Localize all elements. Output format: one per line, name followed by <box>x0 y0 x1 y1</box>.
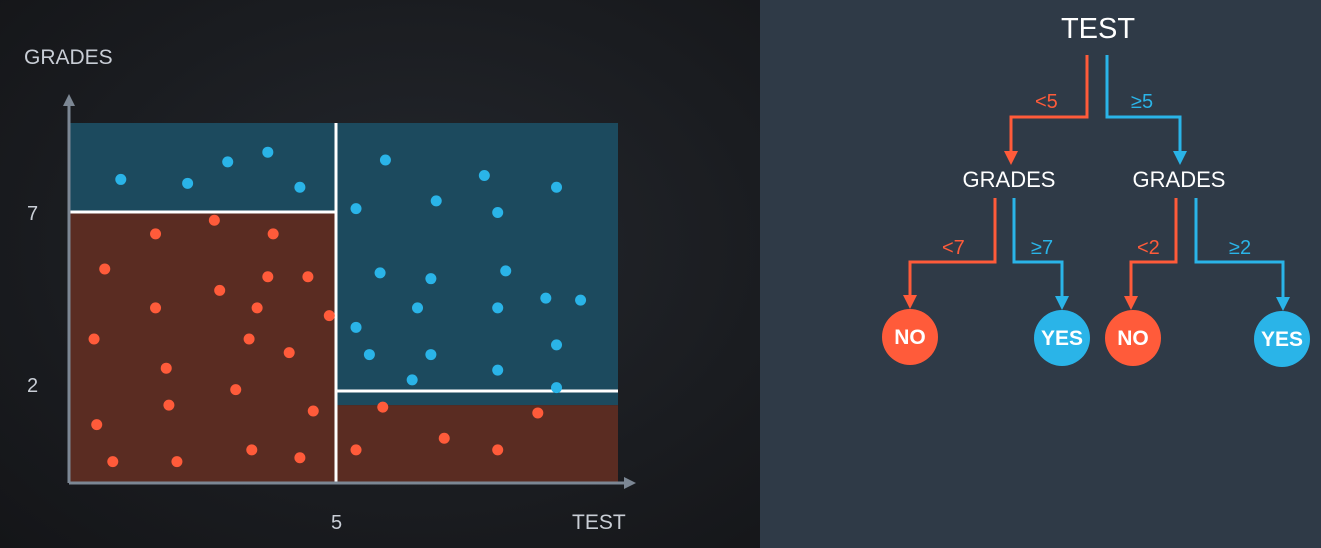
point-yes-12 <box>374 267 386 279</box>
point-yes-23 <box>492 364 504 376</box>
point-no-9 <box>251 302 263 314</box>
data-points <box>88 146 587 468</box>
point-no-12 <box>243 333 255 345</box>
leaf-no-1: NO <box>882 309 938 365</box>
tree-node-grades-left: GRADES <box>963 167 1056 192</box>
leaf-no-2-label: NO <box>1117 327 1149 350</box>
point-yes-18 <box>492 302 504 314</box>
point-no-24 <box>377 401 389 413</box>
point-no-27 <box>532 407 544 419</box>
point-yes-15 <box>540 292 552 304</box>
split-lines <box>70 123 618 483</box>
point-yes-7 <box>478 170 490 182</box>
y-tick-2: 2 <box>27 375 38 397</box>
point-yes-20 <box>363 349 375 361</box>
point-no-8 <box>150 302 162 314</box>
point-yes-13 <box>425 273 437 285</box>
point-yes-4 <box>262 146 274 158</box>
point-no-19 <box>107 456 119 468</box>
edge-label-ge2: ≥2 <box>1229 237 1251 259</box>
region-yes-3 <box>337 123 618 406</box>
decision-regions <box>70 123 618 483</box>
point-yes-2 <box>182 177 194 189</box>
tree-panel <box>760 0 1321 548</box>
edge-label-lt7: <7 <box>942 237 965 259</box>
point-no-16 <box>163 399 175 411</box>
y-tick-7: 7 <box>27 203 38 225</box>
point-no-1 <box>150 228 162 240</box>
region-no-1 <box>70 210 338 483</box>
edge-right-right <box>1194 198 1290 311</box>
point-yes-6 <box>379 154 391 166</box>
point-no-7 <box>214 284 226 296</box>
y-axis-label: GRADES <box>24 46 113 69</box>
point-no-17 <box>307 405 319 417</box>
leaf-no-2: NO <box>1105 310 1161 366</box>
edge-left-right <box>1012 198 1069 310</box>
edge-label-lt5: <5 <box>1035 91 1058 113</box>
point-yes-3 <box>222 156 234 168</box>
point-no-18 <box>91 419 103 431</box>
point-no-21 <box>246 444 258 456</box>
x-axis-label: TEST <box>572 511 626 534</box>
point-no-3 <box>267 228 279 240</box>
point-no-2 <box>208 214 220 226</box>
leaf-yes-2: YES <box>1254 311 1310 367</box>
edge-label-ge5: ≥5 <box>1131 91 1153 113</box>
point-no-25 <box>438 432 450 444</box>
tree-root: TEST <box>1061 13 1135 45</box>
point-yes-21 <box>425 349 437 361</box>
point-yes-10 <box>492 207 504 219</box>
x-tick-5: 5 <box>331 512 342 534</box>
point-no-23 <box>350 444 362 456</box>
point-no-5 <box>262 271 274 283</box>
point-no-10 <box>323 310 335 322</box>
edge-left-left <box>903 198 997 309</box>
edge-root-left <box>1004 55 1089 165</box>
edge-label-lt2: <2 <box>1137 237 1160 259</box>
point-no-15 <box>230 384 242 396</box>
point-yes-24 <box>406 374 418 386</box>
point-yes-5 <box>294 181 306 193</box>
point-yes-14 <box>500 265 512 277</box>
point-no-14 <box>160 362 172 374</box>
point-yes-22 <box>551 339 563 351</box>
leaf-no-1-label: NO <box>894 326 926 349</box>
region-no-4 <box>337 405 618 483</box>
tree-edges <box>903 55 1290 311</box>
point-no-4 <box>99 263 111 275</box>
edge-right-left <box>1124 198 1178 310</box>
leaf-yes-1: YES <box>1034 310 1090 366</box>
point-no-6 <box>302 271 314 283</box>
point-yes-1 <box>115 173 127 185</box>
point-no-22 <box>294 452 306 464</box>
edge-label-ge7: ≥7 <box>1031 237 1053 259</box>
leaf-yes-1-label: YES <box>1041 327 1083 350</box>
point-yes-8 <box>551 181 563 193</box>
point-no-20 <box>171 456 183 468</box>
point-yes-16 <box>575 294 587 306</box>
point-yes-17 <box>412 302 424 314</box>
region-yes-2 <box>70 123 338 211</box>
point-yes-25 <box>551 382 563 394</box>
point-yes-9 <box>430 195 442 207</box>
point-no-11 <box>88 333 100 345</box>
point-no-26 <box>492 444 504 456</box>
point-yes-19 <box>350 321 362 333</box>
axes <box>63 94 636 489</box>
point-yes-11 <box>350 203 362 215</box>
edge-root-right <box>1105 55 1187 165</box>
leaf-yes-2-label: YES <box>1261 328 1303 351</box>
point-no-13 <box>283 347 295 359</box>
tree-node-grades-right: GRADES <box>1133 167 1226 192</box>
